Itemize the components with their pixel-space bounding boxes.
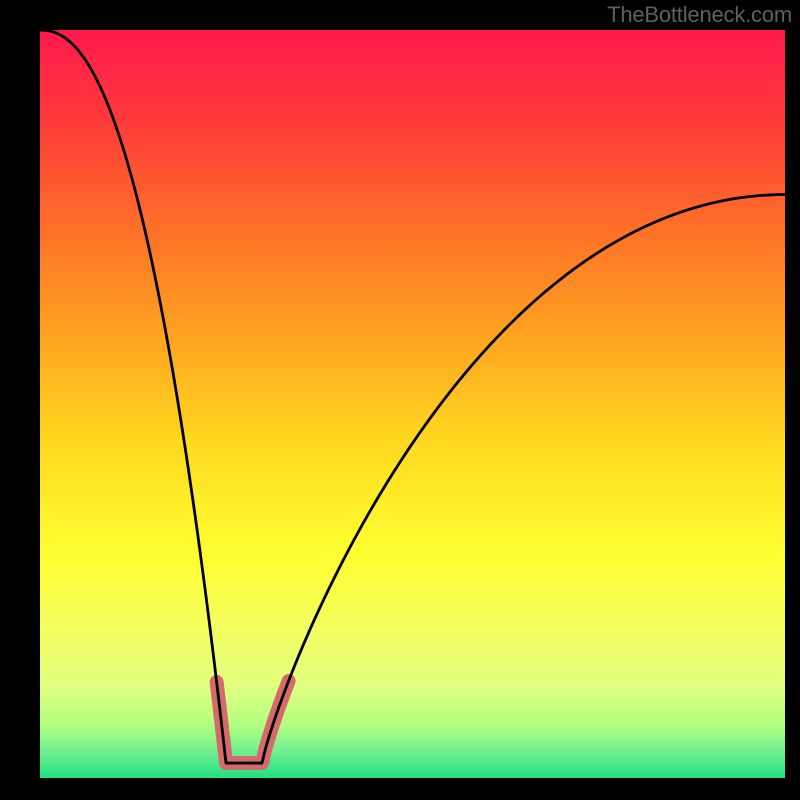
- watermark-text: TheBottleneck.com: [607, 2, 792, 28]
- plot-area: [40, 30, 785, 778]
- gradient-background: [40, 30, 785, 778]
- plot-svg: [40, 30, 785, 778]
